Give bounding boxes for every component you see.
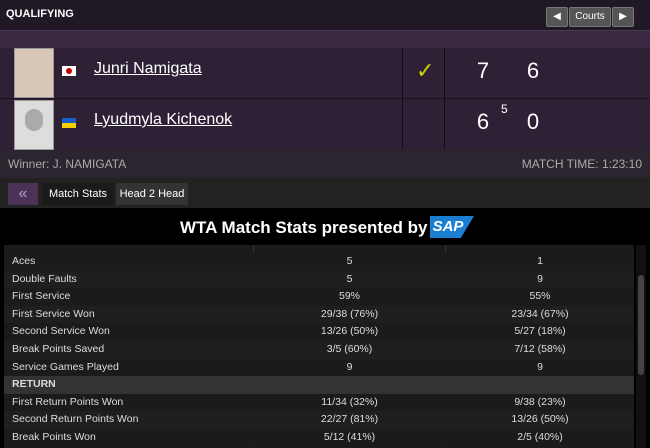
stat-value: 9/38 (23%) [514, 395, 566, 408]
next-button[interactable]: ▶ [612, 7, 634, 27]
top-bar: QUALIFYING ◀ Courts ▶ [0, 0, 650, 31]
stat-row: Second Service Won 13/26 (50%) 5/27 (18%) [4, 323, 634, 341]
flag [62, 118, 76, 128]
stat-row: First Service Won 29/38 (76%) 23/34 (67%) [4, 305, 634, 324]
set-score: 7 [476, 58, 490, 83]
stat-row: Break Points Won 5/12 (41%) 2/5 (40%) [4, 429, 634, 447]
stat-value: 5 [346, 255, 353, 267]
prev-button[interactable]: ◀ [546, 7, 568, 27]
stat-label: First Service [12, 290, 71, 303]
scroll-thumb[interactable] [638, 275, 644, 375]
stat-value: 5 [346, 272, 353, 285]
set-score: 0 [526, 109, 540, 134]
stat-row: Break Points Saved 3/5 (60%) 7/12 (58%) [4, 341, 634, 359]
stat-label: First Return Points Won [12, 395, 124, 408]
stat-value: 9 [537, 360, 543, 373]
stat-label: Service Games Played [12, 360, 119, 373]
divider [0, 98, 650, 99]
match-time: MATCH TIME: 1:23:10 [521, 157, 642, 171]
stat-row: Double Faults 5 9 [4, 270, 634, 289]
winner-check: ✓ [416, 58, 435, 83]
stat-value: 9 [346, 360, 353, 373]
flag-stripe [62, 123, 76, 128]
stat-value: 5/12 (41%) [323, 431, 376, 443]
stat-value: 5/27 (18%) [514, 325, 566, 338]
back-button[interactable]: « [8, 183, 38, 205]
divider [402, 48, 403, 150]
tab[interactable]: Match Stats [42, 183, 114, 205]
result-bar: Winner: J. NAMIGATA MATCH TIME: 1:23:10 [0, 150, 650, 178]
stats-title: WTA Match Stats presented by [180, 218, 428, 237]
tab-bar: « Match Stats Head 2 Head [0, 178, 650, 208]
stat-label: Break Points Won [12, 431, 96, 443]
stat-value: 23/34 (67%) [511, 307, 569, 320]
silhouette [25, 109, 43, 131]
stat-label: Second Return Points Won [12, 413, 139, 426]
sponsor-logo: SAP [430, 216, 474, 238]
flag-dot [66, 68, 72, 74]
stat-value: 9 [537, 272, 543, 285]
player-photo [14, 100, 54, 150]
stat-label: Double Faults [12, 272, 77, 285]
stat-value: 29/38 (76%) [320, 307, 379, 320]
divider [444, 48, 445, 150]
stat-value: 2/5 (40%) [517, 431, 563, 443]
stat-row: Service Games Played 9 9 [4, 358, 634, 377]
flag [62, 66, 76, 76]
stat-row: First Service 59% 55% [4, 288, 634, 306]
stats-heading: WTA Match Stats presented by SAP [0, 208, 650, 248]
player-name[interactable]: Junri Namigata [94, 60, 202, 77]
stats-table: Aces 5 1 Double Faults 5 9 First Service 59% 55%… [4, 245, 634, 448]
stat-value: 59% [338, 290, 360, 303]
scrollbar[interactable] [636, 245, 646, 448]
section-row: RETURN [4, 376, 634, 394]
stat-value: 7/12 (58%) [514, 343, 566, 355]
courts-button[interactable]: Courts [569, 7, 611, 27]
winner-text: Winner: J. NAMIGATA [8, 157, 127, 171]
section-label: RETURN [12, 378, 56, 391]
set-score: 6 [526, 58, 540, 83]
stat-value: 11/34 (32%) [321, 395, 378, 408]
stat-value: 1 [537, 255, 543, 267]
stat-value: 13/26 (50%) [320, 325, 379, 338]
stat-row: Second Return Points Won 22/27 (81%) 13/26… [4, 411, 634, 429]
stat-label: Break Points Saved [12, 343, 105, 355]
stat-value: 13/26 (50%) [511, 413, 569, 426]
stat-value: 55% [529, 290, 551, 303]
player-photo [14, 48, 54, 98]
title: QUALIFYING [6, 8, 74, 20]
tiebreak-score: 5 [501, 102, 508, 116]
stat-value: 22/27 (81%) [320, 413, 379, 426]
sponsor-name: SAP [432, 218, 464, 235]
stat-label: Aces [12, 255, 36, 267]
stat-label: Second Service Won [12, 325, 110, 338]
players-panel [0, 48, 650, 150]
stat-row: Aces 5 1 [4, 253, 634, 271]
set-score: 6 [476, 109, 490, 134]
stat-row: First Return Points Won 11/34 (32%) 9/38 (… [4, 393, 634, 412]
tab[interactable]: Head 2 Head [116, 183, 188, 205]
player-name[interactable]: Lyudmyla Kichenok [94, 111, 233, 128]
band [0, 31, 650, 48]
stat-value: 3/5 (60%) [326, 343, 373, 355]
stat-label: First Service Won [12, 307, 95, 320]
